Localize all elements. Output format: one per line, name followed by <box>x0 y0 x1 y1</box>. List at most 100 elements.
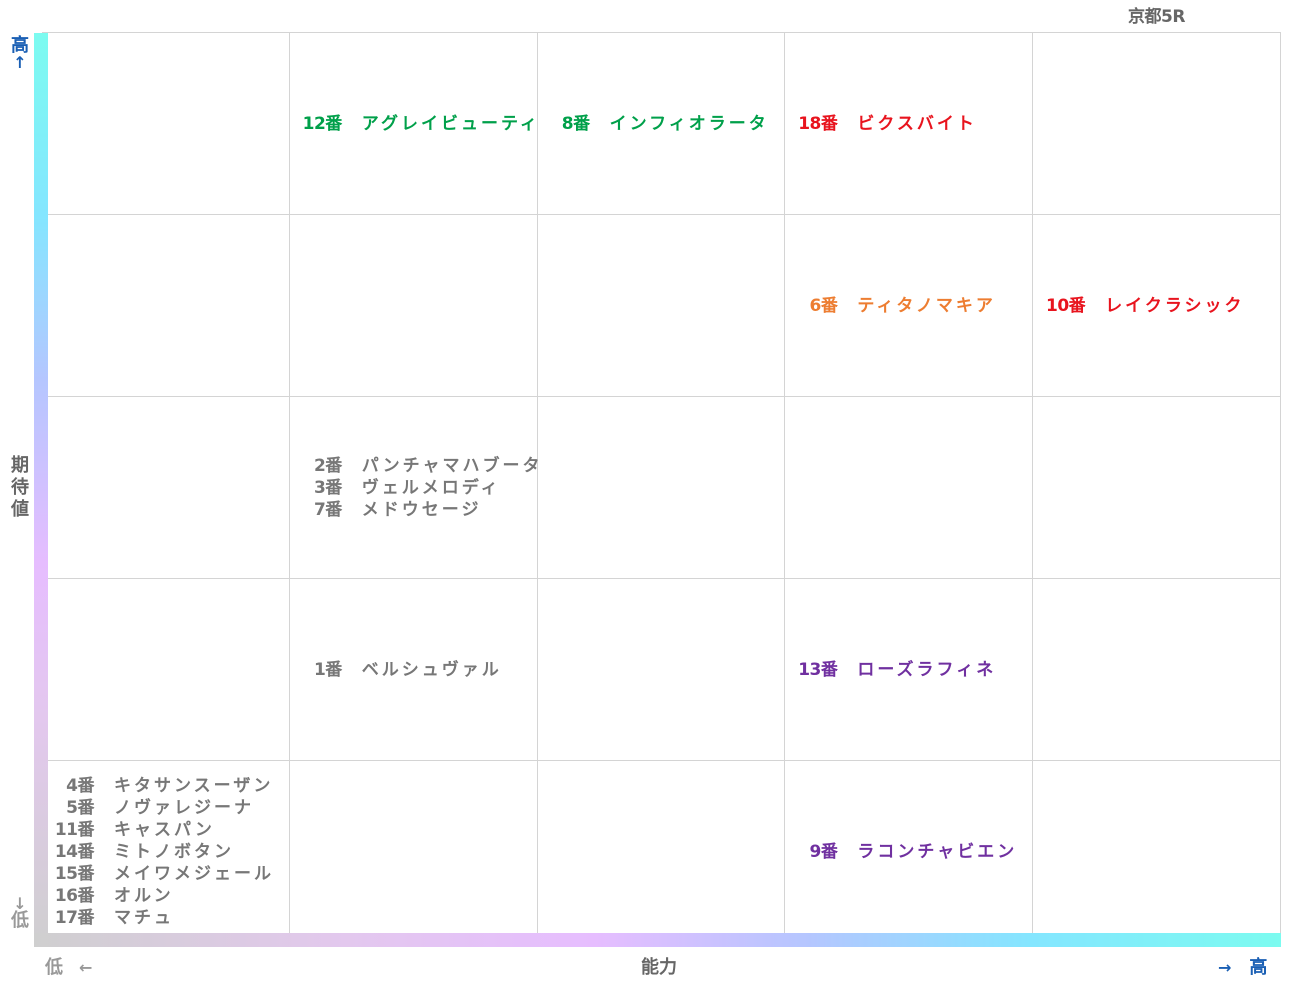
grid-cell: 9番 ラコンチャビエン <box>785 760 1034 942</box>
horse-entry: 8番 インフィオラータ <box>540 113 769 135</box>
grid-cell <box>42 32 290 214</box>
horse-entry: 3番 ヴェルメロディ <box>292 477 543 499</box>
arrow-left-icon: ← <box>79 958 93 977</box>
grid-cell <box>42 578 290 760</box>
horse-name: パンチャマハブータ <box>361 455 543 476</box>
horse-number: 3番 <box>313 477 342 498</box>
grid-cell <box>1033 760 1281 942</box>
x-low-text: 低 <box>45 957 63 978</box>
cell-entries: 8番 インフィオラータ <box>540 113 769 135</box>
horse-entry: 9番 ラコンチャビエン <box>787 841 1017 863</box>
horse-name: ミトノボタン <box>114 841 234 862</box>
horse-entry: 11番 キャスパン <box>44 819 274 841</box>
horse-number: 13番 <box>798 659 838 680</box>
horse-entry: 7番 メドウセージ <box>292 499 543 521</box>
horse-name: マチュ <box>114 907 174 928</box>
horse-entry: 1番 ベルシュヴァル <box>292 659 502 681</box>
horse-number: 8番 <box>561 113 590 134</box>
grid-cell: 1番 ベルシュヴァル <box>289 578 538 760</box>
cell-entries: 6番 ティタノマキア <box>787 295 995 317</box>
grid-cell: 6番 ティタノマキア <box>785 214 1034 396</box>
horse-number: 14番 <box>54 841 95 862</box>
y-low-text: 低 <box>11 910 29 931</box>
horse-entry: 5番 ノヴァレジーナ <box>44 797 274 819</box>
grid-cell: 4番 キタサンスーザン 5番 ノヴァレジーナ 11番 キャスパン 14番 ミトノボタン 15番メ… <box>42 760 290 942</box>
horse-entry: 14番 ミトノボタン <box>44 841 274 863</box>
cell-entries: 12番 アグレイビューティ <box>292 113 540 135</box>
y-axis-bar <box>34 33 48 947</box>
y-axis-low-label: ↓ 低 <box>10 894 30 931</box>
grid-cell <box>289 214 538 396</box>
horse-entry: 10番 レイクラシック <box>1035 295 1244 317</box>
grid-cell <box>42 396 290 578</box>
grid-cell: 2番 パンチャマハブータ 3番 ヴェルメロディ 7番 メドウセージ <box>289 396 539 578</box>
horse-number: 1番 <box>313 659 342 680</box>
horse-name: メイワメジェール <box>114 863 274 884</box>
grid-cell <box>537 396 786 578</box>
y-axis-title-char: 値 <box>11 499 29 520</box>
horse-name: インフィオラータ <box>609 113 769 134</box>
horse-name: ヴェルメロディ <box>361 477 501 498</box>
grid-cell <box>537 214 786 396</box>
x-high-text: 高 <box>1249 957 1268 978</box>
chart-grid: 12番 アグレイビューティ 8番 インフィオラータ 18番 ビクスバイト 6番 ティタノマキア… <box>42 32 1281 942</box>
cell-entries: 1番 ベルシュヴァル <box>292 659 502 681</box>
horse-number: 11番 <box>54 819 95 840</box>
grid-cell <box>42 214 290 396</box>
grid-cell: 12番 アグレイビューティ <box>289 32 540 214</box>
horse-number: 4番 <box>66 775 94 796</box>
grid-cell <box>1033 578 1281 760</box>
race-title: 京都5R <box>1128 7 1185 27</box>
grid-cell <box>289 760 538 942</box>
horse-name: ノヴァレジーナ <box>114 797 254 818</box>
horse-name: レイクラシック <box>1105 295 1245 316</box>
horse-name: ローズラフィネ <box>857 659 997 680</box>
cell-entries: 4番 キタサンスーザン 5番 ノヴァレジーナ 11番 キャスパン 14番 ミトノボタン 15番メ… <box>44 775 274 929</box>
horse-name: ティタノマキア <box>857 295 996 316</box>
grid-cell: 13番 ローズラフィネ <box>785 578 1034 760</box>
arrow-down-icon: ↓ <box>13 894 27 913</box>
horse-entry: 4番 キタサンスーザン <box>44 775 274 797</box>
horse-name: キャスパン <box>114 819 215 840</box>
x-axis-title: 能力 <box>641 957 677 978</box>
horse-name: メドウセージ <box>361 499 482 520</box>
horse-name: キタサンスーザン <box>114 775 274 796</box>
horse-name: ラコンチャビエン <box>857 841 1018 862</box>
horse-name: アグレイビューティ <box>361 113 540 134</box>
grid-cell <box>1033 32 1281 214</box>
y-axis-title-char: 期 <box>11 455 29 476</box>
horse-number: 18番 <box>798 113 838 134</box>
x-axis-bar <box>34 933 1281 947</box>
horse-number: 7番 <box>313 499 342 520</box>
x-axis-high-label: → 高 <box>1218 953 1267 979</box>
cell-entries: 18番 ビクスバイト <box>787 113 977 135</box>
horse-entry: 16番 オルン <box>44 885 274 907</box>
horse-number: 10番 <box>1046 295 1086 316</box>
grid-cell <box>537 578 786 760</box>
grid-cell <box>1033 396 1281 578</box>
horse-entry: 15番 メイワメジェール <box>44 863 274 885</box>
horse-number: 12番 <box>302 113 343 134</box>
horse-entry: 13番 ローズラフィネ <box>787 659 996 681</box>
horse-number: 17番 <box>54 907 95 928</box>
horse-number: 5番 <box>66 797 94 818</box>
grid-cell <box>785 396 1034 578</box>
horse-number: 2番 <box>313 455 342 476</box>
horse-entry: 12番 アグレイビューティ <box>292 113 540 135</box>
horse-number: 16番 <box>54 885 95 906</box>
arrow-up-icon: ↑ <box>13 53 27 72</box>
y-axis-title: 期待値 <box>10 455 30 521</box>
cell-entries: 13番 ローズラフィネ <box>787 659 996 681</box>
grid-cell: 18番 ビクスバイト <box>785 32 1034 214</box>
x-axis-low-label: 低 ← <box>45 953 92 979</box>
horse-name: オルン <box>114 885 174 906</box>
grid-cell <box>537 760 786 942</box>
horse-entry: 17番 マチュ <box>44 907 274 929</box>
horse-name: ベルシュヴァル <box>361 659 502 680</box>
horse-name: ビクスバイト <box>857 113 977 134</box>
y-high-text: 高 <box>11 35 29 56</box>
horse-entry: 2番 パンチャマハブータ <box>292 455 543 477</box>
grid-cell: 10番 レイクラシック <box>1033 214 1281 396</box>
horse-number: 6番 <box>809 295 838 316</box>
cell-entries: 2番 パンチャマハブータ 3番 ヴェルメロディ 7番 メドウセージ <box>292 455 543 521</box>
